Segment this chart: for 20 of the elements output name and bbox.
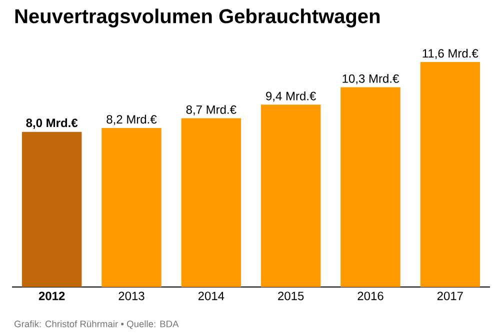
bar — [181, 118, 242, 287]
data-label: 8,2 Mrd.€ — [106, 114, 157, 125]
x-tick-label: 2017 — [437, 292, 463, 300]
x-tick-label: 2013 — [118, 292, 144, 300]
chart-title: Neuvertragsvolumen Gebrauchtwagen — [15, 8, 380, 28]
bar — [102, 128, 162, 287]
x-tick-label: 2014 — [198, 292, 224, 300]
x-tick-label: 2012 — [38, 292, 65, 300]
bar — [260, 104, 321, 287]
x-tick-label: 2016 — [358, 292, 384, 300]
bar — [22, 132, 82, 287]
x-tick-label: 2015 — [278, 292, 304, 300]
bar — [340, 87, 400, 287]
data-label: 9,4 Mrd.€ — [266, 91, 316, 102]
text: Grafik: Christof Rührmair • Quelle: BDA — [14, 320, 179, 329]
data-label: 8,7 Mrd.€ — [186, 105, 236, 116]
data-label: 8,0 Mrd.€ — [26, 118, 78, 129]
bar — [420, 62, 480, 287]
data-label: 10,3 Mrd.€ — [342, 74, 399, 84]
data-label: 11,6 Mrd.€ — [422, 48, 478, 60]
